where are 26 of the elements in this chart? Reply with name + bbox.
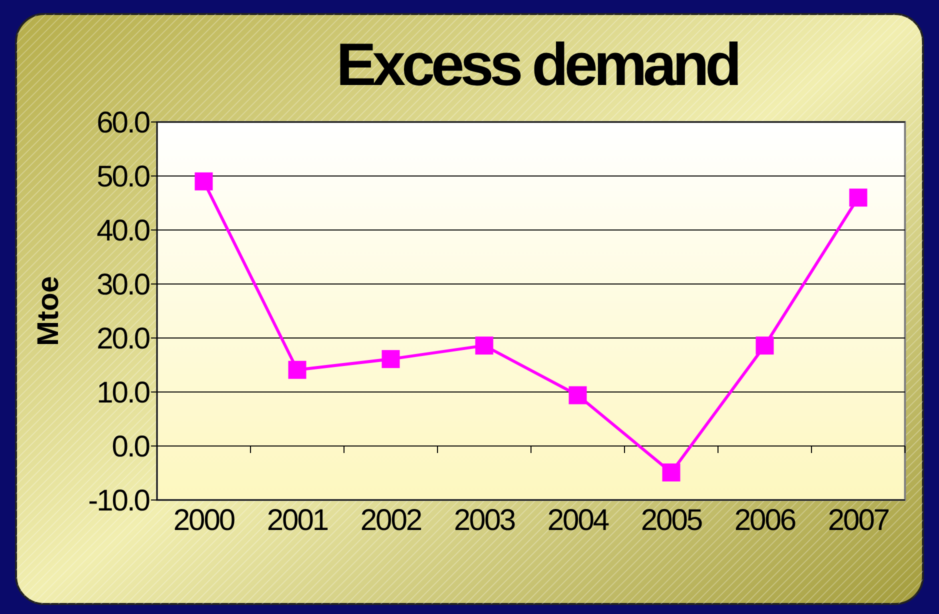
x-tick-label: 2002 xyxy=(360,504,422,537)
x-tick-label: 2005 xyxy=(640,504,702,537)
point xyxy=(568,386,587,404)
point xyxy=(756,336,774,355)
y-tick-label: 60.0 xyxy=(96,106,150,140)
point xyxy=(662,463,680,482)
point xyxy=(382,350,400,368)
y-tick-label: 30.0 xyxy=(96,268,150,302)
y-tick-label: 0.0 xyxy=(112,430,150,464)
y-tick-label: -10.0 xyxy=(88,484,150,518)
point xyxy=(849,188,868,207)
x-tick-label: 2006 xyxy=(734,504,796,537)
x-tick-label: 2000 xyxy=(173,504,235,537)
x-tick-label: 2001 xyxy=(266,504,328,537)
y-axis-title: Mtoe xyxy=(32,276,65,346)
y-tick-label: 50.0 xyxy=(96,160,150,194)
point xyxy=(288,360,306,379)
x-tick-label: 2003 xyxy=(454,504,516,537)
point xyxy=(194,172,213,190)
point xyxy=(475,336,494,355)
x-tick-label: 2004 xyxy=(547,504,609,537)
y-tick-label: 40.0 xyxy=(96,214,150,248)
y-tick-label: 20.0 xyxy=(96,322,150,356)
chart-title: Excess demand xyxy=(336,31,738,98)
x-tick-label: 2007 xyxy=(828,504,890,537)
y-tick-label: 10.0 xyxy=(96,376,150,410)
